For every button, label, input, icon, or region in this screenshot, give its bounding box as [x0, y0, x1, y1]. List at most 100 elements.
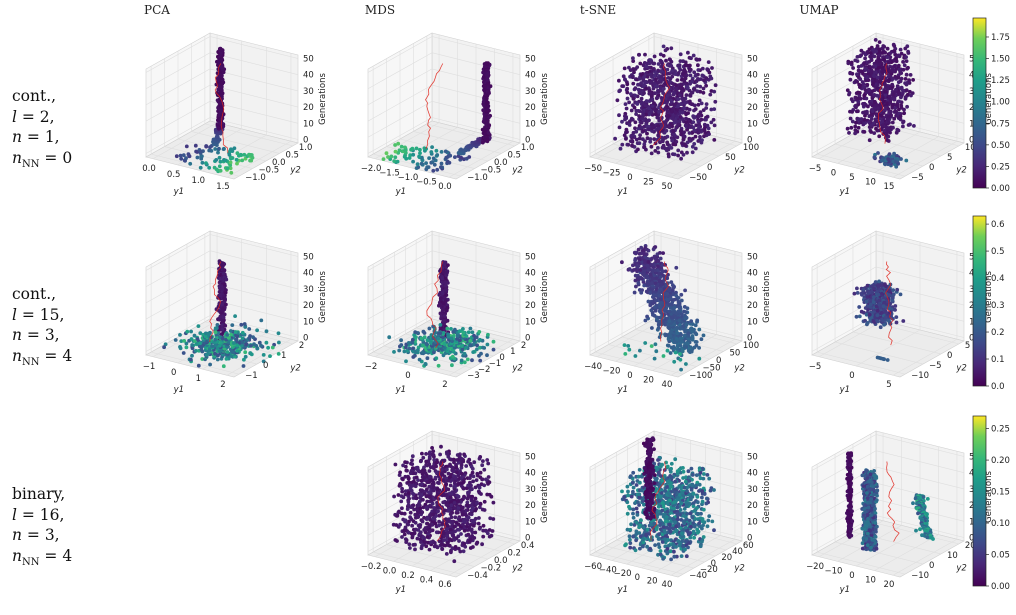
- scatter-point: [628, 139, 633, 144]
- scatter-point: [206, 331, 211, 336]
- z-tick-label: 50: [525, 55, 536, 65]
- scatter-point: [669, 46, 674, 51]
- scatter-point: [909, 93, 913, 98]
- gridline: [191, 131, 280, 154]
- scatter-point: [863, 121, 867, 125]
- z-tick-label: 40: [303, 269, 314, 279]
- scatter-point: [697, 125, 701, 130]
- scatter-point: [688, 125, 693, 129]
- gridline: [209, 84, 299, 108]
- scatter-point: [665, 67, 670, 72]
- scatter-point: [646, 127, 651, 131]
- scatter-point: [635, 264, 640, 268]
- scatter-point: [892, 97, 896, 102]
- scatter-point: [878, 325, 883, 330]
- scatter-point: [691, 53, 696, 58]
- scatter-point: [472, 333, 476, 338]
- row-label-line: nNN = 4: [12, 546, 73, 568]
- scatter-point: [847, 131, 851, 135]
- scatter-point: [712, 123, 717, 128]
- scatter-point: [485, 353, 489, 358]
- x-tick-label: −1.0: [398, 173, 419, 183]
- scatter-point: [862, 117, 867, 122]
- y-tick-label: −0.5: [481, 166, 502, 176]
- scatter-point: [880, 356, 885, 361]
- scatter-point: [465, 357, 470, 362]
- scatter-point: [676, 104, 680, 109]
- scatter-point: [212, 165, 217, 170]
- gridline: [209, 52, 299, 76]
- z-tick-label: 40: [747, 269, 758, 279]
- scatter-point: [645, 314, 649, 319]
- scatter-point: [397, 348, 402, 353]
- row-label-line: cont.,: [12, 87, 57, 105]
- scatter-point: [459, 155, 463, 160]
- scatter-point: [671, 142, 676, 147]
- scatter-point: [682, 134, 687, 139]
- scatter-point: [901, 67, 906, 72]
- scatter-point: [442, 342, 447, 346]
- scatter-point: [646, 260, 651, 264]
- z-tick-label: 0: [525, 135, 530, 145]
- scatter-point: [689, 326, 694, 331]
- scatter-point: [192, 333, 197, 338]
- scatter-point: [665, 104, 669, 109]
- row-label-line: l = 2,: [12, 107, 55, 126]
- scatter-point: [247, 336, 252, 341]
- scatter-point: [659, 282, 663, 287]
- panel-row1-pca: 0.00.51.01.51.00.50.0−0.5−1.001020304050…: [142, 32, 328, 197]
- scatter-point: [891, 92, 896, 97]
- scatter-point: [704, 83, 708, 88]
- scatter-point: [425, 338, 430, 343]
- scatter-point: [618, 146, 623, 151]
- z-tick-label: 10: [525, 119, 536, 129]
- scatter-point: [222, 282, 227, 286]
- scatter-point: [661, 53, 666, 58]
- z-tick-label: 50: [303, 55, 314, 65]
- scatter-point: [466, 330, 471, 335]
- scatter-point: [871, 121, 876, 126]
- scatter-point: [897, 107, 901, 112]
- scatter-point: [671, 345, 676, 349]
- scatter-point: [639, 96, 644, 101]
- scatter-point: [689, 319, 694, 323]
- scatter-point: [457, 329, 462, 334]
- scatter-point: [892, 49, 896, 53]
- scatter-point: [623, 114, 627, 119]
- scatter-point: [261, 353, 266, 357]
- scatter-point: [485, 139, 490, 144]
- scatter-point: [668, 76, 673, 81]
- scatter-point: [485, 120, 490, 125]
- scatter-point: [417, 154, 421, 159]
- scatter-point: [673, 350, 678, 355]
- scatter-point: [896, 75, 901, 80]
- scatter-point: [666, 114, 671, 118]
- scatter-point: [865, 321, 870, 325]
- scatter-point: [703, 130, 708, 135]
- scatter-point: [890, 68, 895, 73]
- scatter-point: [683, 63, 688, 68]
- scatter-point: [699, 101, 704, 106]
- scatter-point: [853, 124, 858, 129]
- scatter-point: [651, 247, 656, 252]
- scatter-point: [653, 342, 658, 347]
- scatter-point: [218, 159, 223, 164]
- scatter-point: [674, 139, 679, 144]
- x-tick-label: −20: [603, 366, 621, 376]
- scatter-point: [411, 152, 416, 157]
- scatter-point: [426, 165, 431, 170]
- scatter-point: [680, 96, 684, 101]
- scatter-point: [218, 73, 223, 77]
- scatter-point: [708, 92, 713, 97]
- scatter-point: [424, 147, 428, 151]
- scatter-point: [667, 326, 672, 330]
- scatter-point: [638, 268, 643, 272]
- scatter-point: [856, 125, 861, 130]
- scatter-point: [436, 363, 441, 368]
- scatter-point: [647, 106, 651, 111]
- y-tick-label: −1: [489, 359, 502, 369]
- scatter-point: [617, 113, 621, 118]
- colorbar-tick-label: 1.75: [991, 33, 1010, 43]
- scatter-point: [898, 86, 903, 90]
- scatter-point: [660, 145, 665, 150]
